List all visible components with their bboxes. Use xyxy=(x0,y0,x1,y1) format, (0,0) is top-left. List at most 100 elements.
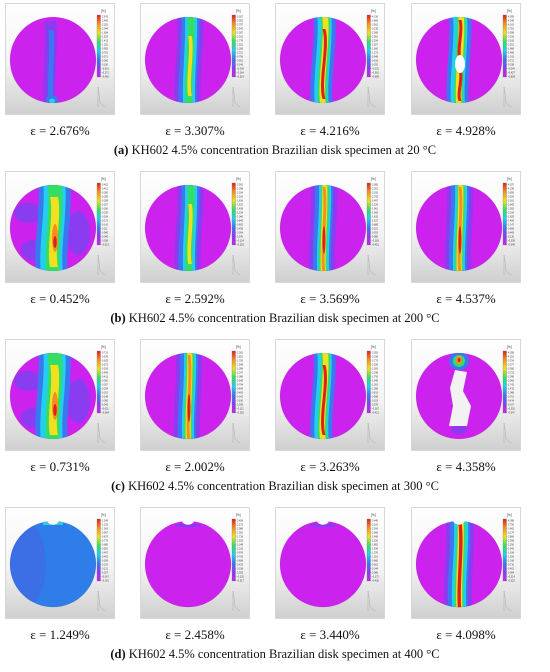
strain-field xyxy=(144,521,231,608)
strain-contour-panel: [%] 4.537 4.198 3.859 3.520 3.181 2.842 2.503 2.… xyxy=(411,171,521,283)
legend-tick-label: 2.592 xyxy=(237,184,244,187)
legend-unit: [%] xyxy=(371,9,376,13)
legend-tick-label: 0.421 xyxy=(102,188,109,191)
legend-tick-label: 1.868 xyxy=(508,48,515,51)
strain-contour-panel: [%] 1.249 1.155 1.061 0.967 0.873 0.779 0.685 0.… xyxy=(5,507,115,619)
legend-tick-label: 1.816 xyxy=(237,200,244,203)
strain-field xyxy=(415,521,502,608)
legend-tick-label: 2.250 xyxy=(508,544,515,547)
strain-contour-panel: [%] 3.263 3.018 2.773 2.528 2.283 2.038 1.793 1.… xyxy=(275,339,385,451)
strain-field xyxy=(416,353,502,439)
strain-label: ε = 4.928% xyxy=(436,123,496,138)
legend-tick-label: -0.689 xyxy=(372,76,379,79)
legend-tick-label: -0.519 xyxy=(237,76,244,79)
legend-tick-label: 0.779 xyxy=(102,540,109,543)
strain-field xyxy=(9,521,96,608)
legend-tick-label: 1.942 xyxy=(508,548,515,551)
disk-strain-map xyxy=(144,520,232,608)
legend-tick-label: -0.427 xyxy=(508,72,515,75)
legend-tick-label: 1.600 xyxy=(372,48,379,51)
legend-tick-label: 3.704 xyxy=(508,360,515,363)
strain-contour-panel: [%] 4.216 3.889 3.562 3.235 2.908 2.581 2.254 1.… xyxy=(275,3,385,115)
legend-tick-label: 3.052 xyxy=(237,20,244,23)
color-scale-legend: [%]4.0983.7903.4823.1742.8662.5582.2501.… xyxy=(502,513,515,612)
strain-label: ε = 2.458% xyxy=(165,627,225,642)
legend-tick-label: 0.266 xyxy=(102,208,109,211)
legend-tick-label: 0.619 xyxy=(372,60,379,63)
legend-tick-label: 2.283 xyxy=(372,368,379,371)
strain-contour-panel: [%] 4.928 4.546 4.163 3.781 3.398 3.016 2.633 2.… xyxy=(411,3,521,115)
disk-strain-map xyxy=(415,16,503,104)
strain-label: ε = 4.358% xyxy=(436,459,496,474)
legend-tick-label: 1.834 xyxy=(102,32,109,35)
legend-tick-label: 1.247 xyxy=(237,372,244,375)
legend-tick-label: 0.434 xyxy=(508,400,515,403)
legend-tick-label: 1.622 xyxy=(237,204,244,207)
legend-tick-label: 0.297 xyxy=(102,204,109,207)
strain-label: ε = 2.002% xyxy=(165,459,225,474)
legend-tick-label: 1.234 xyxy=(237,212,244,215)
figure-row: [%] 1.249 1.155 1.061 0.967 0.873 0.779 0.685 0.… xyxy=(0,507,550,672)
legend-tick-label: 0.086 xyxy=(372,572,379,575)
legend-tick-label: 0.497 xyxy=(102,552,109,555)
legend-tick-label: -0.013 xyxy=(102,244,109,247)
legend-tick-label: 2.069 xyxy=(508,380,515,383)
legend-tick-label: 2.088 xyxy=(237,528,244,531)
color-scale-legend: [%] 4.3584.0313.7043.3773.0502.7232.3962.… xyxy=(502,345,515,444)
legend-tick-label: 1.040 xyxy=(237,216,244,219)
legend-tick-label: 1.903 xyxy=(237,532,244,535)
legend-tick-label: 3.174 xyxy=(508,532,515,535)
legend-tick-label: -0.412 xyxy=(372,412,379,415)
color-scale-legend: [%] 2.4582.2732.0881.9031.7181.5331.3481.… xyxy=(231,513,244,612)
strain-label: ε = 0.452% xyxy=(30,291,90,306)
legend-unit: [%] xyxy=(101,345,106,349)
legend-tick-label: 4.216 xyxy=(372,16,379,19)
color-scale-legend: [%]3.2633.0182.7732.5282.2832.0381.7931.… xyxy=(366,345,379,444)
legend-tick-label: 2.038 xyxy=(372,372,379,375)
subfigure-letter: (d) xyxy=(110,647,126,661)
strain-field xyxy=(10,353,96,439)
legend-tick-label: 0.341 xyxy=(237,396,244,399)
strain-contour-panel: [%] 2.676 2.465 2.255 2.044 1.834 1.623 1.413 1.… xyxy=(5,3,115,115)
disk-strain-map xyxy=(9,520,97,608)
legend-tick-label: 0.413 xyxy=(102,376,109,379)
legend-tick-label: -0.264 xyxy=(237,72,244,75)
strain-contour-panel: [%] 2.002 1.851 1.700 1.549 1.398 1.247 1.096 0.… xyxy=(140,339,250,451)
legend-tick-label: 2.797 xyxy=(237,24,244,27)
strain-contour-panel: [%] 0.731 0.678 0.625 0.572 0.519 0.466 0.413 0.… xyxy=(5,339,115,451)
color-scale-legend: [%]0.4520.4210.3900.3590.3280.2970.2660.… xyxy=(96,177,109,276)
legend-tick-label: 0.204 xyxy=(102,216,109,219)
legend-tick-label: 3.482 xyxy=(508,528,515,531)
strain-field xyxy=(279,521,366,608)
strain-label: ε = 1.249% xyxy=(30,627,90,642)
disk-strain-map xyxy=(9,16,97,104)
color-scale-legend: [%]4.2163.8893.5623.2352.9082.5812.2541.… xyxy=(366,9,379,108)
disk-strain-map xyxy=(279,16,367,104)
legend-tick-label: 2.031 xyxy=(237,36,244,39)
legend-tick-label: 3.235 xyxy=(372,28,379,31)
legend-tick-label: -0.044 xyxy=(508,68,515,71)
legend-tick-label: 0.359 xyxy=(102,196,109,199)
legend-tick-label: 1.634 xyxy=(372,548,379,551)
legend-tick-label: 0.142 xyxy=(102,224,109,227)
legend-tick-label: 0.215 xyxy=(102,564,109,567)
figure-row: [%] 2.676 2.465 2.255 2.044 1.834 1.623 1.413 1.… xyxy=(0,3,550,168)
legend-tick-label: 2.251 xyxy=(508,44,515,47)
legend-tick-label: 0.608 xyxy=(237,560,244,563)
legend-tick-label: 0.307 xyxy=(102,384,109,387)
legend-tick-label: 0.111 xyxy=(102,228,108,231)
legend-tick-label: 0.571 xyxy=(102,56,109,59)
legend-tick-label: 0.360 xyxy=(102,380,109,383)
legend-tick-label: 0.685 xyxy=(102,544,109,547)
legend-tick-label: 3.859 xyxy=(508,192,515,195)
disk-strain-map xyxy=(415,520,503,608)
legend-tick-label: -0.167 xyxy=(372,408,379,411)
color-scale-legend: [%]2.5922.3982.2042.0101.8161.6221.4281.… xyxy=(231,177,244,276)
legend-unit: [%] xyxy=(236,9,241,13)
legend-tick-label: 4.198 xyxy=(508,188,515,191)
legend-tick-label: 2.723 xyxy=(508,372,515,375)
legend-tick-label: 1.157 xyxy=(372,220,379,223)
legend-tick-label: 0.568 xyxy=(372,396,379,399)
legend-tick-label: 0.721 xyxy=(508,60,515,63)
legend-tick-label: 0.402 xyxy=(508,568,515,571)
